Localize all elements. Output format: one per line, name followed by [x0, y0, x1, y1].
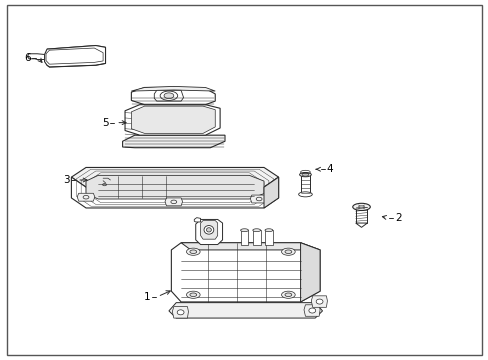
Ellipse shape [186, 248, 200, 255]
Polygon shape [131, 86, 215, 91]
Polygon shape [125, 105, 220, 135]
Text: 6: 6 [24, 53, 31, 63]
Polygon shape [47, 45, 105, 51]
Polygon shape [250, 195, 267, 203]
Polygon shape [154, 90, 183, 101]
Ellipse shape [285, 250, 291, 253]
Ellipse shape [281, 248, 295, 255]
Polygon shape [131, 106, 215, 134]
Polygon shape [304, 305, 320, 316]
Polygon shape [71, 177, 278, 208]
Polygon shape [71, 167, 278, 187]
Polygon shape [200, 221, 217, 239]
Polygon shape [311, 296, 327, 307]
Text: 4: 4 [326, 164, 332, 174]
Ellipse shape [186, 291, 200, 298]
Ellipse shape [203, 226, 213, 234]
Text: 5: 5 [102, 118, 109, 128]
Ellipse shape [189, 250, 196, 253]
Ellipse shape [302, 173, 308, 176]
Polygon shape [252, 230, 260, 244]
Ellipse shape [189, 293, 196, 297]
Polygon shape [164, 198, 182, 206]
Ellipse shape [160, 91, 177, 100]
Ellipse shape [177, 310, 183, 315]
Polygon shape [300, 243, 320, 302]
Polygon shape [171, 243, 320, 302]
Polygon shape [195, 220, 222, 244]
Polygon shape [168, 303, 322, 318]
Polygon shape [300, 175, 310, 194]
Polygon shape [86, 175, 264, 199]
Ellipse shape [240, 229, 248, 231]
Text: 2: 2 [394, 213, 401, 222]
Ellipse shape [252, 229, 260, 231]
Polygon shape [172, 307, 188, 318]
Ellipse shape [298, 192, 312, 197]
Ellipse shape [352, 203, 369, 211]
Text: 1: 1 [143, 292, 150, 302]
Ellipse shape [163, 93, 173, 99]
Polygon shape [131, 87, 215, 105]
Ellipse shape [281, 291, 295, 298]
Text: 3: 3 [63, 175, 70, 185]
Polygon shape [264, 177, 278, 208]
Polygon shape [77, 193, 95, 201]
Polygon shape [355, 207, 366, 223]
Polygon shape [44, 45, 105, 67]
Ellipse shape [285, 293, 291, 297]
Polygon shape [122, 135, 224, 148]
Polygon shape [181, 243, 320, 250]
Polygon shape [27, 54, 44, 59]
Ellipse shape [358, 206, 364, 208]
Polygon shape [240, 230, 248, 244]
Polygon shape [264, 230, 272, 244]
Polygon shape [194, 218, 200, 222]
Ellipse shape [316, 299, 323, 304]
Ellipse shape [264, 229, 272, 231]
Ellipse shape [206, 228, 211, 232]
Polygon shape [355, 223, 366, 227]
Ellipse shape [308, 308, 315, 313]
Ellipse shape [299, 172, 311, 177]
